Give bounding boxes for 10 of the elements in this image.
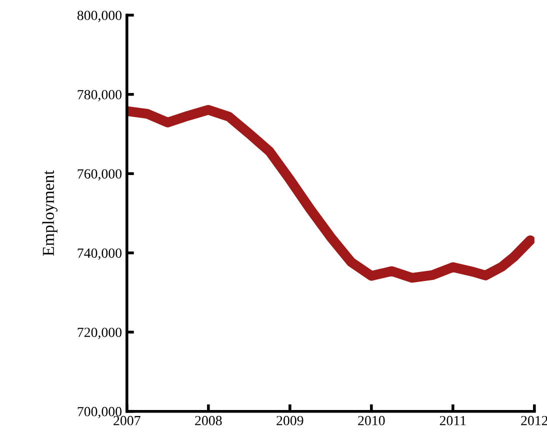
y-tick-label: 780,000 — [78, 90, 122, 102]
y-tick-label: 740,000 — [78, 248, 122, 260]
x-tick-label: 2010 — [358, 416, 385, 426]
y-tick-label: 800,000 — [77, 10, 122, 22]
y-axis-title: Employment — [42, 170, 58, 256]
x-tick-label: 2009 — [276, 416, 304, 426]
x-tick-label: 2008 — [195, 416, 222, 426]
y-tick-label: 720,000 — [78, 328, 122, 340]
y-tick-label: 760,000 — [78, 169, 122, 181]
x-tick-label: 2011 — [440, 416, 466, 426]
